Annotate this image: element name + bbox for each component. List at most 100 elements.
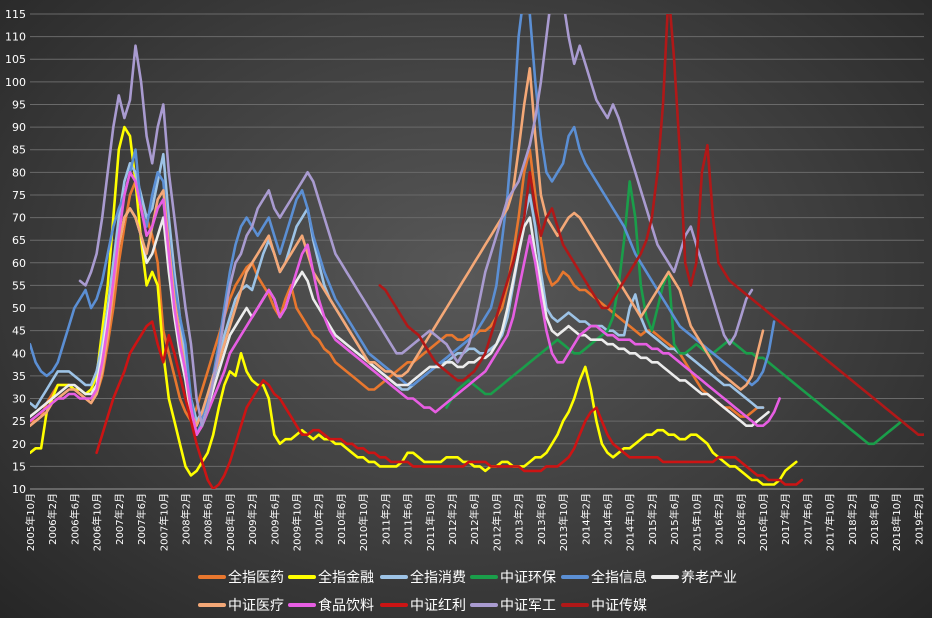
legend-item: 中证传媒 [561, 598, 647, 614]
y-axis: 10 15 20 25 30 35 40 45 50 55 60 65 70 75 80 85 90 95 100 1… [5, 8, 26, 496]
y-tick-label: 45 [12, 325, 26, 338]
x-tick-label: 2012年2月 [446, 493, 459, 545]
x-tick-label: 2006年10月 [91, 493, 104, 551]
y-tick-label: 110 [5, 31, 26, 44]
x-tick-label: 2015年6月 [668, 493, 681, 545]
y-tick-label: 115 [5, 8, 26, 21]
x-tick-label: 2012年6月 [468, 493, 481, 545]
x-tick-label: 2019年2月 [912, 493, 925, 545]
legend-label: 中证军工 [500, 598, 556, 614]
y-tick-label: 60 [12, 257, 26, 270]
x-tick-label: 2018年10月 [890, 493, 903, 551]
legend-label: 中证传媒 [591, 598, 647, 614]
x-tick-label: 2018年6月 [868, 493, 881, 545]
x-tick-label: 2017年10月 [824, 493, 837, 551]
legend-label: 全指金融 [318, 569, 374, 586]
x-tick-label: 2011年10月 [424, 493, 437, 551]
legend-label: 中证医疗 [228, 598, 284, 614]
x-tick-label: 2008年2月 [179, 493, 192, 545]
y-tick-label: 55 [12, 279, 26, 292]
y-tick-label: 65 [12, 234, 26, 247]
x-tick-label: 2013年6月 [535, 493, 548, 545]
x-tick-label: 2017年6月 [801, 493, 814, 545]
legend-label: 中证红利 [410, 598, 466, 614]
x-tick-label: 2007年6月 [135, 493, 148, 545]
y-tick-label: 70 [12, 212, 26, 225]
y-tick-label: 85 [12, 144, 26, 157]
x-axis: 2005年10月 2006年2月 2006年6月 2006年10月 2007年2月 200… [24, 493, 925, 551]
series-line-5 [30, 14, 776, 437]
series-line-9 [95, 320, 804, 489]
x-tick-label: 2006年2月 [46, 493, 59, 545]
y-tick-label: 90 [12, 121, 26, 134]
legend-item: 中证医疗 [198, 598, 284, 614]
series-layer [30, 14, 924, 489]
y-tick-label: 80 [12, 166, 26, 179]
x-tick-label: 2016年10月 [757, 493, 770, 551]
y-tick-label: 50 [12, 302, 26, 315]
x-tick-label: 2012年10月 [490, 493, 503, 551]
x-tick-label: 2009年2月 [246, 493, 259, 545]
x-tick-label: 2018年2月 [846, 493, 859, 545]
x-tick-label: 2014年10月 [624, 493, 637, 551]
x-tick-label: 2010年6月 [335, 493, 348, 545]
x-tick-label: 2014年6月 [601, 493, 614, 545]
x-tick-label: 2005年10月 [24, 493, 37, 551]
legend-item: 养老产业 [651, 570, 737, 586]
x-tick-label: 2008年10月 [224, 493, 237, 551]
x-tick-label: 2015年10月 [690, 493, 703, 551]
y-tick-label: 75 [12, 189, 26, 202]
series-line-6 [30, 207, 770, 437]
y-tick-label: 15 [12, 460, 26, 473]
x-tick-label: 2008年6月 [202, 493, 215, 545]
y-tick-label: 105 [5, 53, 26, 66]
x-tick-label: 2010年2月 [313, 493, 326, 545]
legend-label: 中证环保 [500, 570, 556, 586]
x-tick-label: 2015年2月 [646, 493, 659, 545]
y-tick-label: 95 [12, 98, 26, 111]
x-tick-label: 2007年2月 [113, 493, 126, 545]
legend-label: 全指信息 [591, 569, 647, 586]
x-tick-label: 2014年2月 [579, 493, 592, 545]
y-tick-label: 30 [12, 393, 26, 406]
y-tick-label: 35 [12, 370, 26, 383]
series-line-2 [30, 125, 798, 486]
x-tick-label: 2009年6月 [268, 493, 281, 545]
x-tick-label: 2011年2月 [379, 493, 392, 545]
x-tick-label: 2013年2月 [513, 493, 526, 545]
x-tick-label: 2010年10月 [357, 493, 370, 551]
legend-item: 全指医药 [198, 569, 284, 586]
x-tick-label: 2016年2月 [713, 493, 726, 545]
x-tick-label: 2006年6月 [68, 493, 81, 545]
series-line-11 [378, 14, 924, 437]
x-tick-label: 2013年10月 [557, 493, 570, 551]
legend-label: 食品饮料 [318, 597, 374, 614]
y-tick-label: 100 [5, 76, 26, 89]
legend-item: 全指金融 [288, 569, 374, 586]
legend-label: 全指消费 [410, 569, 466, 586]
legend-label: 养老产业 [681, 570, 737, 586]
x-tick-label: 2009年10月 [291, 493, 304, 551]
series-line-8 [30, 171, 781, 437]
legend-item: 中证军工 [470, 598, 556, 614]
x-tick-label: 2017年2月 [779, 493, 792, 545]
series-line-4 [445, 180, 904, 446]
x-tick-label: 2007年10月 [157, 493, 170, 551]
y-tick-label: 40 [12, 347, 26, 360]
y-tick-label: 20 [12, 438, 26, 451]
legend-item: 全指消费 [380, 569, 466, 586]
x-tick-label: 2011年6月 [402, 493, 415, 545]
series-line-1 [30, 148, 765, 423]
y-tick-label: 25 [12, 415, 26, 428]
grid-layer [30, 13, 924, 490]
legend-item: 中证红利 [380, 598, 466, 614]
y-tick-label: 10 [12, 483, 26, 496]
x-tick-label: 2016年6月 [735, 493, 748, 545]
legend-label: 全指医药 [228, 569, 284, 586]
legend-item: 食品饮料 [288, 597, 374, 614]
legend-item: 全指信息 [561, 569, 647, 586]
series-line-10 [78, 14, 754, 428]
